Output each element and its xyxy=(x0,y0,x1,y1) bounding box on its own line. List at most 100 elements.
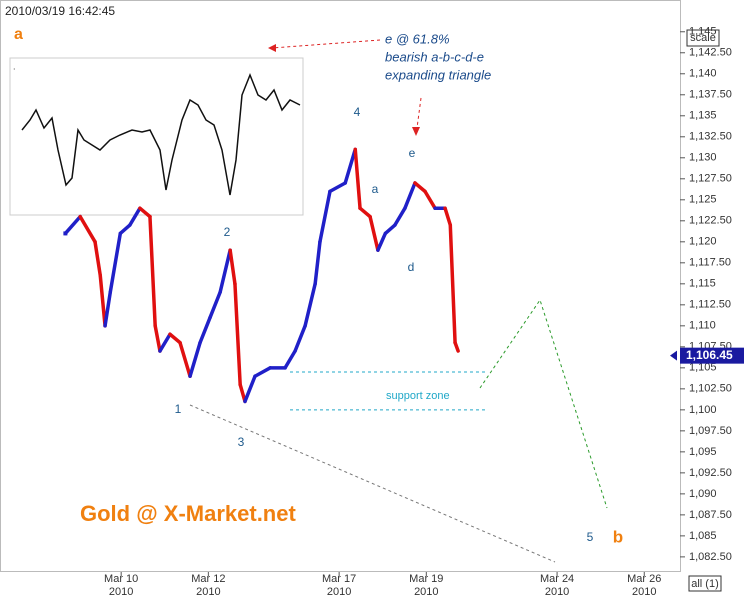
y-tick-label: 1,082.50 xyxy=(689,551,732,563)
y-tick-label: 1,140 xyxy=(689,68,717,80)
all-button-label[interactable]: all (1) xyxy=(691,578,719,590)
wave-label: 3 xyxy=(238,435,245,449)
y-tick-label: 1,097.50 xyxy=(689,425,732,437)
price-segment xyxy=(218,248,232,294)
y-tick-label: 1,132.50 xyxy=(689,131,732,143)
note-line: e @ 61.8% xyxy=(385,31,450,46)
wave-label: b xyxy=(613,527,623,546)
x-tick-label: Mar 17 xyxy=(322,573,356,585)
y-tick-label: 1,120 xyxy=(689,236,717,248)
last-price-box xyxy=(680,347,744,364)
timestamp: 2010/03/19 16:42:45 xyxy=(5,4,115,18)
all-button[interactable] xyxy=(688,575,722,592)
price-segment xyxy=(118,223,132,236)
price-segment xyxy=(453,340,460,353)
price-segment xyxy=(383,223,397,236)
wave-label: 4 xyxy=(354,105,361,119)
price-segment xyxy=(153,324,162,353)
y-tick-label: 1,095 xyxy=(689,446,717,458)
corner-label: a xyxy=(14,26,23,43)
price-segment xyxy=(413,181,427,194)
price-segment xyxy=(238,382,247,404)
price-segment xyxy=(128,206,142,227)
scale-button[interactable] xyxy=(686,29,720,47)
y-tick-label: 1,145 xyxy=(689,26,717,38)
wave-label: 5 xyxy=(587,530,594,544)
last-price-marker xyxy=(670,350,677,361)
wave-label: a xyxy=(372,182,379,196)
inset-chart: . xyxy=(9,57,304,216)
price-segment xyxy=(293,324,307,353)
support-label: support zone xyxy=(386,390,450,402)
y-tick-label: 1,105 xyxy=(689,362,717,374)
price-segment xyxy=(233,282,242,387)
x-tick-label: Mar 10 xyxy=(104,573,138,585)
y-tick-label: 1,117.50 xyxy=(689,257,731,269)
scale-button-label[interactable]: scale xyxy=(690,32,716,44)
price-segment xyxy=(376,231,388,252)
x-tick-label: Mar 26 xyxy=(627,573,661,585)
wave-label: 2 xyxy=(224,225,231,239)
price-segment xyxy=(448,223,457,345)
price-segment xyxy=(228,248,237,286)
price-segment xyxy=(353,147,362,210)
x-tick-sublabel: 2010 xyxy=(414,586,438,596)
x-tick-sublabel: 2010 xyxy=(109,586,133,596)
x-tick-sublabel: 2010 xyxy=(196,586,220,596)
price-segment xyxy=(393,206,407,227)
price-segment xyxy=(178,340,192,378)
price-segment xyxy=(188,340,202,378)
price-segment xyxy=(138,206,152,219)
y-tick-label: 1,115 xyxy=(689,278,716,290)
y-tick-label: 1,135 xyxy=(689,110,717,122)
y-tick-label: 1,122.50 xyxy=(689,215,732,227)
price-segment xyxy=(443,206,453,227)
price-segment xyxy=(198,315,212,345)
x-tick-sublabel: 2010 xyxy=(632,586,656,596)
x-tick-sublabel: 2010 xyxy=(545,586,569,596)
y-tick-label: 1,087.50 xyxy=(689,509,732,521)
price-segment xyxy=(108,231,123,294)
y-tick-label: 1,092.50 xyxy=(689,467,732,479)
annotation-lines xyxy=(189,39,608,563)
price-segment xyxy=(243,374,257,404)
wave-label: 1 xyxy=(175,402,182,416)
y-tick-label: 1,085 xyxy=(689,530,717,542)
price-segment xyxy=(78,214,97,244)
note-line: bearish a-b-c-d-e xyxy=(385,49,484,64)
x-tick-label: Mar 24 xyxy=(540,573,574,585)
price-segment xyxy=(303,282,317,328)
y-tick-label: 1,142.50 xyxy=(689,47,732,59)
price-segment xyxy=(368,214,380,252)
x-tick-sublabel: 2010 xyxy=(327,586,351,596)
price-segment xyxy=(403,181,417,210)
price-segment xyxy=(148,214,157,328)
x-tick-label: Mar 12 xyxy=(191,573,225,585)
price-segment xyxy=(208,290,222,320)
price-segment xyxy=(423,189,437,210)
y-tick-label: 1,125 xyxy=(689,194,717,206)
note-line: expanding triangle xyxy=(385,67,491,82)
y-tick-label: 1,137.50 xyxy=(689,89,732,101)
price-segment xyxy=(343,147,358,185)
wave-label: d xyxy=(408,260,415,274)
price-segment xyxy=(328,181,347,194)
y-tick-label: 1,130 xyxy=(689,152,717,164)
price-segment xyxy=(313,240,322,286)
y-tick-label: 1,100 xyxy=(689,404,717,416)
price-segment xyxy=(168,332,182,345)
price-segment xyxy=(318,189,332,244)
watermark: Gold @ X-Market.net xyxy=(80,501,296,526)
y-tick-label: 1,090 xyxy=(689,488,717,500)
x-tick-label: Mar 19 xyxy=(409,573,443,585)
price-segment xyxy=(93,240,103,278)
y-tick-label: 1,102.50 xyxy=(689,383,732,395)
y-tick-label: 1,110 xyxy=(689,320,716,332)
last-price-label: 1,106.45 xyxy=(686,348,733,362)
price-segment xyxy=(358,206,372,219)
price-segment xyxy=(63,214,82,236)
y-tick-label: 1,112.50 xyxy=(689,299,731,311)
y-tick-label: 1,127.50 xyxy=(689,173,732,185)
price-segment xyxy=(283,349,297,370)
